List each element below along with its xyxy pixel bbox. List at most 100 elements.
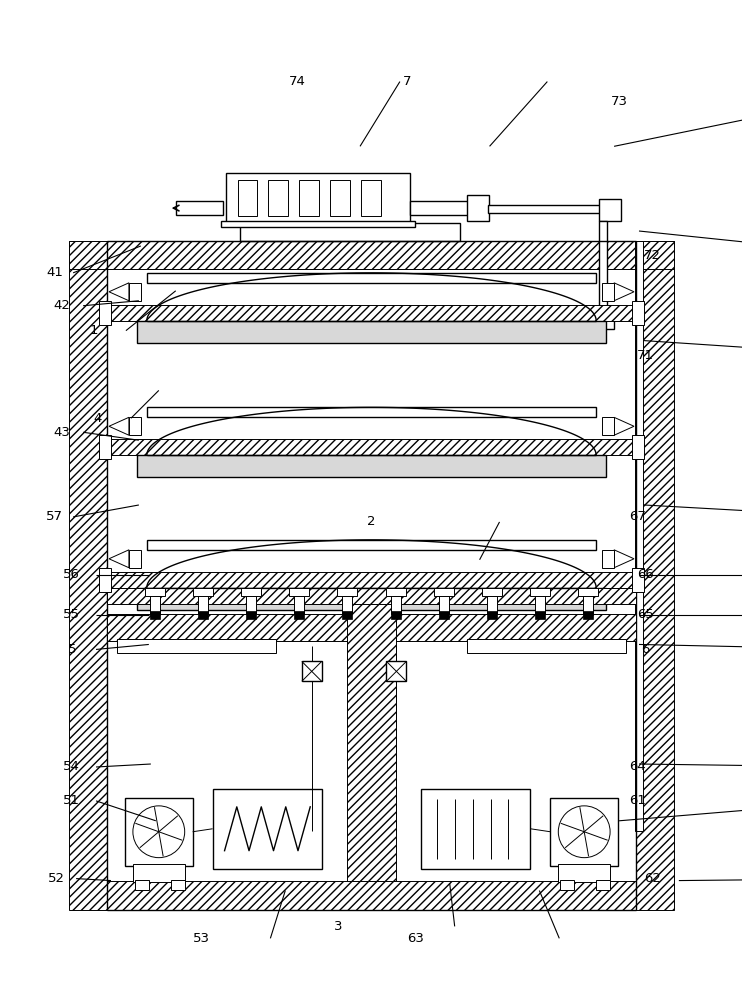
Bar xyxy=(583,611,593,619)
Bar xyxy=(386,661,406,681)
Bar xyxy=(632,301,644,325)
Bar xyxy=(635,241,643,831)
Bar xyxy=(238,180,257,216)
Polygon shape xyxy=(109,283,129,301)
Text: 3: 3 xyxy=(334,920,343,933)
Bar xyxy=(99,301,111,325)
Bar xyxy=(135,880,149,890)
Bar xyxy=(592,317,614,329)
Bar xyxy=(467,195,489,221)
Bar xyxy=(361,180,381,216)
Bar xyxy=(107,614,636,641)
Bar xyxy=(602,283,614,301)
Bar xyxy=(221,221,415,227)
Bar xyxy=(171,880,185,890)
Bar xyxy=(421,789,531,869)
Bar xyxy=(137,321,606,343)
Text: 43: 43 xyxy=(53,426,71,439)
Polygon shape xyxy=(109,417,129,435)
Bar xyxy=(107,588,636,604)
Bar xyxy=(632,568,644,592)
Text: 54: 54 xyxy=(63,760,80,773)
Bar xyxy=(438,611,449,619)
Bar xyxy=(487,611,497,619)
Text: 5: 5 xyxy=(68,643,76,656)
Bar xyxy=(147,273,596,283)
Text: 74: 74 xyxy=(289,75,306,88)
Bar xyxy=(438,596,449,614)
Bar xyxy=(246,611,256,619)
Bar xyxy=(294,596,305,614)
Polygon shape xyxy=(614,550,634,568)
Bar xyxy=(434,588,453,596)
Text: 65: 65 xyxy=(637,608,654,621)
Bar xyxy=(198,611,208,619)
Text: 67: 67 xyxy=(629,510,646,523)
Bar xyxy=(599,199,621,221)
Bar xyxy=(636,241,674,910)
Bar xyxy=(343,596,352,614)
Bar xyxy=(583,596,593,614)
Text: 41: 41 xyxy=(46,266,63,279)
Bar xyxy=(330,180,350,216)
Bar xyxy=(69,241,674,269)
Text: 1: 1 xyxy=(90,324,98,337)
Bar xyxy=(99,435,111,459)
Bar xyxy=(535,596,545,614)
Polygon shape xyxy=(109,550,129,568)
Text: 73: 73 xyxy=(611,95,628,108)
Text: 66: 66 xyxy=(637,568,654,581)
Bar xyxy=(212,789,322,869)
Bar xyxy=(535,611,545,619)
Bar xyxy=(467,639,626,653)
Polygon shape xyxy=(614,283,634,301)
Bar xyxy=(107,881,636,910)
Bar xyxy=(560,880,574,890)
Text: 61: 61 xyxy=(629,794,646,807)
Bar xyxy=(596,880,610,890)
Bar xyxy=(302,661,322,681)
Bar xyxy=(487,596,497,614)
Bar xyxy=(599,221,607,321)
Bar xyxy=(147,407,596,417)
Bar xyxy=(107,305,636,321)
Bar xyxy=(241,223,460,241)
Text: 2: 2 xyxy=(367,515,376,528)
Bar xyxy=(176,201,223,215)
Bar xyxy=(487,205,602,213)
Text: 57: 57 xyxy=(46,510,63,523)
Bar xyxy=(150,596,160,614)
Text: 72: 72 xyxy=(644,249,661,262)
Bar xyxy=(632,435,644,459)
Text: 52: 52 xyxy=(48,872,65,885)
Bar xyxy=(337,588,357,596)
Bar xyxy=(129,417,141,435)
Bar xyxy=(226,173,410,223)
Text: 7: 7 xyxy=(403,75,412,88)
Bar xyxy=(268,180,288,216)
Bar xyxy=(290,588,309,596)
Bar xyxy=(343,611,352,619)
Text: 62: 62 xyxy=(644,872,661,885)
Text: 63: 63 xyxy=(407,932,424,945)
Bar xyxy=(129,283,141,301)
Polygon shape xyxy=(614,417,634,435)
Text: 71: 71 xyxy=(637,349,654,362)
Bar xyxy=(137,455,606,477)
Bar xyxy=(346,604,397,881)
Bar xyxy=(299,180,319,216)
Bar xyxy=(246,596,256,614)
Bar xyxy=(558,864,610,882)
Text: 4: 4 xyxy=(94,412,102,425)
Bar xyxy=(198,596,208,614)
Bar xyxy=(125,798,192,866)
Bar xyxy=(69,241,107,910)
Text: 53: 53 xyxy=(192,932,210,945)
Bar xyxy=(551,798,618,866)
Bar xyxy=(107,439,636,455)
Text: 56: 56 xyxy=(63,568,80,581)
Bar xyxy=(294,611,305,619)
Bar xyxy=(578,588,598,596)
Bar xyxy=(391,596,400,614)
Bar xyxy=(481,588,502,596)
